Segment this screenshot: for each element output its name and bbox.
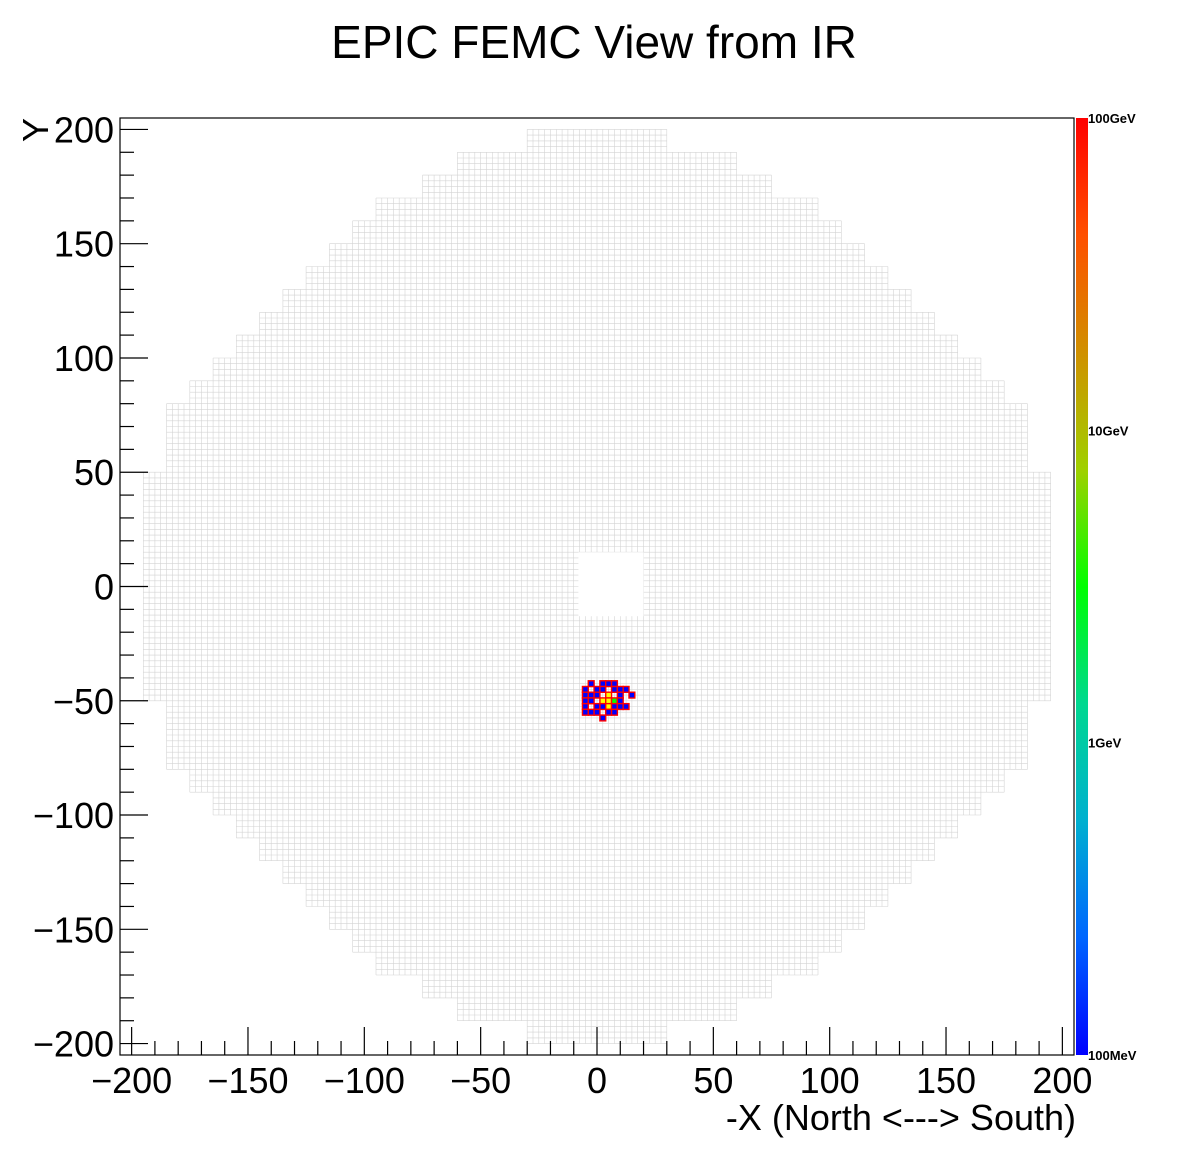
hit-cell: [599, 702, 607, 711]
y-tick-label: −150: [33, 909, 114, 950]
hit-cell: [605, 708, 613, 716]
hit-cell: [581, 708, 589, 716]
y-tick-label: 150: [54, 224, 114, 265]
hit-cell: [581, 691, 589, 699]
hit-cell: [581, 702, 589, 711]
hit-cell: [605, 697, 613, 705]
hit-cell: [610, 685, 619, 694]
hit-cell: [587, 680, 595, 688]
hit-cell: [610, 697, 619, 705]
cell-grid-lines: [143, 129, 1051, 1044]
x-tick-label: −200: [91, 1060, 172, 1101]
palette-label: 100GeV: [1088, 111, 1136, 126]
hit-cell: [610, 708, 619, 716]
y-tick-label: 200: [54, 109, 114, 150]
y-tick-label: 100: [54, 338, 114, 379]
hit-cell: [587, 691, 595, 699]
x-tick-label: 150: [916, 1060, 976, 1101]
hit-cell: [593, 708, 601, 716]
x-tick-label: −150: [207, 1060, 288, 1101]
hit-cell: [599, 680, 607, 688]
chart-title: EPIC FEMC View from IR: [331, 16, 857, 68]
color-palette: 100GeV 10GeV 1GeV 100MeV: [1076, 111, 1137, 1063]
hit-cell: [616, 702, 624, 711]
x-tick-label: 50: [693, 1060, 733, 1101]
hit-cell: [599, 697, 607, 705]
x-tick-label: 200: [1032, 1060, 1092, 1101]
hit-cell: [593, 691, 601, 699]
hit-cell: [610, 702, 619, 711]
x-tick-label: 100: [800, 1060, 860, 1101]
palette-labels: 100GeV 10GeV 1GeV 100MeV: [1088, 111, 1137, 1063]
palette-label: 100MeV: [1088, 1048, 1137, 1063]
hit-cell: [616, 685, 624, 694]
beam-pipe-hole: [578, 552, 644, 617]
x-tick-label: −50: [450, 1060, 511, 1101]
y-tick-label: 50: [74, 452, 114, 493]
axes: −200 −150 −100 −50 0 50 100 150 200 −200 −150 −100 −…: [33, 109, 1092, 1101]
beam-hole: [578, 552, 644, 617]
x-tick-label: 0: [587, 1060, 607, 1101]
hit-cell: [599, 714, 607, 722]
hit-cell: [605, 702, 613, 711]
y-tick-label: 0: [94, 567, 114, 608]
palette-label: 10GeV: [1088, 423, 1129, 438]
hit-cell: [587, 697, 595, 705]
y-tick-label: −100: [33, 795, 114, 836]
hit-cell: [587, 708, 595, 716]
hit-cell: [616, 697, 624, 705]
hit-cell: [610, 680, 619, 688]
y-tick-label: −50: [53, 681, 114, 722]
hit-cell: [581, 697, 589, 705]
hit-cell: [628, 691, 636, 699]
hit-cell: [605, 691, 613, 699]
hit-cell: [622, 685, 630, 694]
hit-cell: [593, 685, 601, 694]
hit-cell: [599, 685, 607, 694]
hit-cell: [616, 691, 624, 699]
hit-cell: [581, 685, 589, 694]
x-axis-title: -X (North <---> South): [726, 1097, 1076, 1138]
hit-cell: [605, 680, 613, 688]
y-axis-title: Y: [15, 118, 56, 142]
x-tick-label: −100: [324, 1060, 405, 1101]
hit-cell: [593, 702, 601, 711]
y-tick-label: −200: [33, 1024, 114, 1065]
detector-cell-grid: [143, 129, 1051, 1044]
energy-hits: [581, 680, 636, 722]
hit-cell: [622, 702, 630, 711]
palette-bar: [1076, 118, 1088, 1055]
palette-label: 1GeV: [1088, 736, 1122, 751]
